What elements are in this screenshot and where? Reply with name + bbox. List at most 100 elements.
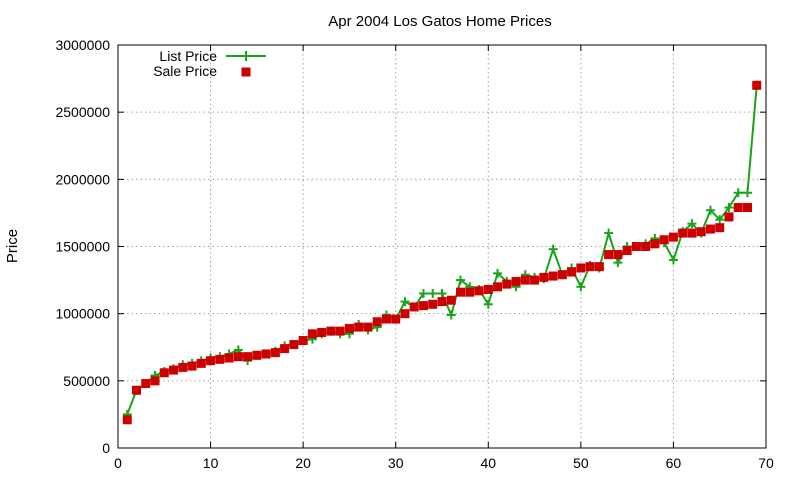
sale-price-point: [530, 275, 540, 285]
sale-price-point: [456, 287, 466, 297]
x-tick-label: 40: [480, 455, 496, 471]
x-tick-label: 60: [666, 455, 682, 471]
sale-price-point: [215, 354, 225, 364]
sale-price-point: [696, 227, 706, 237]
sale-price-point: [715, 223, 725, 233]
list-price-point: [742, 188, 752, 198]
x-tick-label: 20: [295, 455, 311, 471]
sale-price-point: [391, 314, 401, 324]
sale-price-point: [659, 235, 669, 245]
sale-price-point: [224, 353, 234, 363]
list-price-point: [493, 268, 503, 278]
y-tick-label: 3000000: [55, 37, 110, 53]
sale-price-point: [344, 323, 354, 333]
chart-title: Apr 2004 Los Gatos Home Prices: [328, 13, 551, 30]
list-price-point: [456, 275, 466, 285]
data-series: [122, 80, 762, 425]
sale-price-point: [724, 212, 734, 222]
sale-price-point: [233, 352, 243, 362]
sale-price-point: [705, 224, 715, 234]
sale-price-point: [196, 358, 206, 368]
sale-price-point: [428, 299, 438, 309]
sale-price-point: [252, 350, 262, 360]
sale-price-point: [678, 228, 688, 238]
sale-price-point: [567, 267, 577, 277]
sale-price-point: [418, 301, 428, 311]
sale-price-point: [483, 284, 493, 294]
sale-price-point: [354, 322, 364, 332]
sale-price-point: [270, 348, 280, 358]
list-price-point: [668, 255, 678, 265]
list-price-point: [548, 244, 558, 254]
sale-price-point: [511, 276, 521, 286]
sale-price-point: [687, 228, 697, 238]
sale-price-point: [752, 80, 762, 90]
list-price-point: [446, 310, 456, 320]
list-price-point: [687, 219, 697, 229]
sale-price-point: [363, 322, 373, 332]
list-price-point: [428, 289, 438, 299]
sale-price-point: [520, 275, 530, 285]
legend-marker-sale-price: [241, 67, 251, 77]
list-price-point: [705, 205, 715, 215]
sale-price-point: [317, 327, 327, 337]
sale-price-point: [298, 336, 308, 346]
sale-price-point: [437, 297, 447, 307]
sale-price-point: [326, 326, 336, 336]
list-price-point: [400, 297, 410, 307]
sale-price-point: [169, 365, 179, 375]
sale-price-point: [335, 326, 345, 336]
list-price-point: [576, 282, 586, 292]
list-price-point: [437, 289, 447, 299]
x-tick-label: 10: [203, 455, 219, 471]
sale-price-point: [372, 317, 382, 327]
y-tick-label: 1500000: [55, 239, 110, 255]
y-tick-label: 500000: [63, 373, 110, 389]
sale-price-point: [243, 352, 253, 362]
list-price-line: [126, 85, 758, 415]
list-price-point: [483, 299, 493, 309]
sale-price-point: [465, 287, 475, 297]
sale-price-point: [122, 415, 132, 425]
sale-price-point: [668, 232, 678, 242]
sale-price-point: [381, 314, 391, 324]
list-price-point: [418, 289, 428, 299]
sale-price-point: [187, 361, 197, 371]
sale-price-point: [557, 270, 567, 280]
sale-price-point: [400, 309, 410, 319]
sale-price-point: [132, 385, 142, 395]
sale-price-point: [585, 262, 595, 272]
sale-price-point: [289, 340, 299, 350]
sale-price-point: [409, 302, 419, 312]
y-tick-label: 1000000: [55, 306, 110, 322]
sale-price-point: [206, 356, 216, 366]
list-price-point: [724, 203, 734, 213]
x-tick-label: 70: [758, 455, 774, 471]
y-tick-label: 2000000: [55, 171, 110, 187]
y-tick-label: 0: [102, 440, 110, 456]
sale-price-point: [474, 286, 484, 296]
sale-price-point: [733, 203, 743, 213]
sale-price-point: [650, 239, 660, 249]
sale-price-point: [261, 349, 271, 359]
sale-price-point: [502, 279, 512, 289]
y-axis-label: Price: [4, 229, 21, 263]
sale-price-point: [576, 263, 586, 273]
list-price-point: [604, 228, 614, 238]
sale-price-point: [742, 203, 752, 213]
sale-price-point: [631, 242, 641, 251]
sale-price-point: [594, 262, 604, 272]
legend-marker-list-price: [241, 51, 251, 61]
sale-price-point: [446, 295, 456, 305]
list-price-point: [733, 188, 743, 198]
sale-price-point: [493, 282, 503, 292]
sale-price-point: [178, 362, 188, 372]
list-price-point: [715, 215, 725, 225]
sale-price-point: [159, 368, 169, 378]
legend-label-sale-price: Sale Price: [153, 63, 217, 79]
sale-price-point: [539, 272, 549, 282]
axis-ticks: 0 10 20 30 40 50 60 70 0 500000 1000000 1500000 2000…: [55, 37, 774, 471]
sale-price-point: [613, 250, 623, 260]
gridlines: [118, 45, 766, 448]
